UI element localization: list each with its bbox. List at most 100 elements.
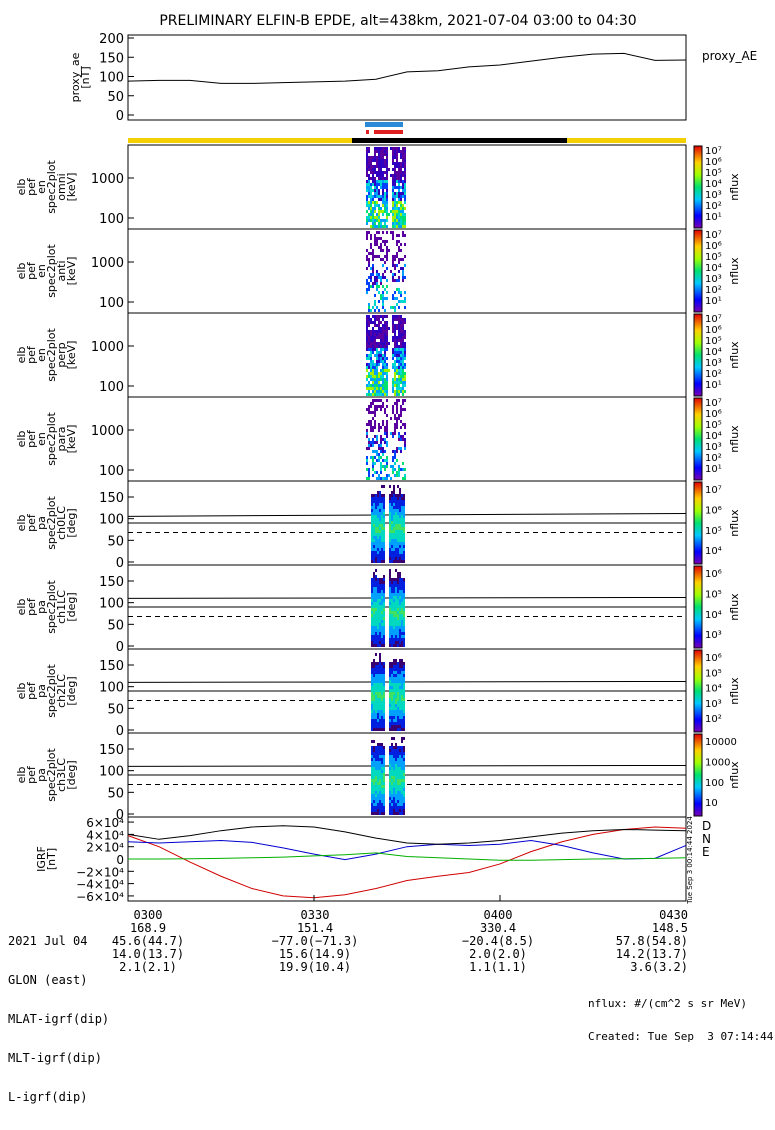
spectrogram-cell (402, 216, 404, 219)
spectrogram-cell (368, 441, 370, 444)
spectrogram-cell (372, 198, 374, 201)
spectrogram-cell (394, 372, 396, 375)
pa-cell (395, 599, 397, 602)
igrf-ytick-label: 6×10⁴ (86, 816, 124, 830)
pa-cell (399, 557, 401, 560)
spectrogram-cell (396, 147, 398, 150)
spectrogram-cell (394, 153, 396, 156)
pa-cell (379, 695, 381, 698)
spectrogram-cell (368, 216, 370, 219)
pa-cell (373, 617, 375, 620)
pa-cell (373, 575, 375, 578)
pa-cell (377, 764, 379, 767)
pa-cell (381, 587, 383, 590)
pa-cell (377, 623, 379, 626)
pa-ytick-label: 0 (116, 556, 124, 571)
pa-cell (401, 674, 403, 677)
spectrogram-cell (386, 462, 388, 465)
pa-cell (399, 719, 401, 722)
spectrogram-cell (394, 453, 396, 456)
spectrogram-cell (374, 309, 376, 312)
pa-cell (389, 503, 391, 506)
pa-cell (393, 554, 395, 557)
spectrogram-cell (402, 345, 404, 348)
pa-cell (401, 548, 403, 551)
pa-cell (389, 767, 391, 770)
colorbar (693, 397, 703, 481)
pa-cell (395, 632, 397, 635)
spectrogram-cell (382, 450, 384, 453)
spectrogram-cell (386, 231, 388, 234)
pa-cell (377, 629, 379, 632)
spectrogram-cell (384, 468, 386, 471)
spectrogram-cell (400, 450, 402, 453)
spectrogram-cell (390, 174, 392, 177)
pa-cell (399, 620, 401, 623)
spectrogram-cell (374, 147, 376, 150)
pa-cell (381, 707, 383, 710)
spec-ylabel-line: [keV] (65, 341, 78, 370)
spectrogram-cell (368, 474, 370, 477)
spectrogram-cell (378, 192, 380, 195)
pa-cell (375, 809, 377, 812)
pa-cell (391, 593, 393, 596)
spectrogram-cell (374, 225, 376, 228)
pa-cell (393, 770, 395, 773)
pa-cell (373, 632, 375, 635)
spectrogram-cell (372, 174, 374, 177)
pa-cell (389, 629, 391, 632)
spectrogram-cell (366, 156, 368, 159)
spectrogram-cell (370, 402, 372, 405)
pa-cell (379, 626, 381, 629)
spectrogram-cell (378, 318, 380, 321)
spectrogram-cell (378, 423, 380, 426)
spectrogram-cell (366, 387, 368, 390)
pa-cell (383, 746, 385, 749)
pa-cell (397, 767, 399, 770)
igrf-legend-D: D (702, 819, 711, 833)
spectrogram-pixels (366, 399, 406, 480)
pa-cell (395, 704, 397, 707)
blue-marker (365, 122, 403, 127)
spectrogram-cell (384, 432, 386, 435)
pa-cell (391, 695, 393, 698)
spectrogram-cell (394, 201, 396, 204)
pa-cell (381, 557, 383, 560)
spectrogram-cell (366, 423, 368, 426)
spectrogram-cell (382, 354, 384, 357)
spectrogram-cell (396, 411, 398, 414)
spectrogram-cell (398, 261, 400, 264)
pa-cell (401, 560, 403, 563)
pa-cell (383, 515, 385, 518)
pa-cell (389, 557, 391, 560)
pa-cell (403, 662, 405, 665)
spectrogram-cell (368, 180, 370, 183)
pa-ylabel-line: spec2plot (45, 496, 58, 550)
pa-cell (395, 506, 397, 509)
spectrogram-cell (386, 477, 388, 480)
spectrogram-cell (392, 216, 394, 219)
pa-cell (393, 515, 395, 518)
pa-cell (389, 593, 391, 596)
pa-cell (383, 785, 385, 788)
pa-cell (395, 803, 397, 806)
spectrogram-cell (374, 168, 376, 171)
pa-cell (371, 587, 373, 590)
pa-cell (379, 749, 381, 752)
spectrogram-cell (386, 420, 388, 423)
pa-cell (403, 623, 405, 626)
pa-cell (393, 512, 395, 515)
pa-cell (399, 506, 401, 509)
spectrogram-cell (384, 321, 386, 324)
pa-ytick-label: 100 (99, 681, 124, 696)
pa-cell (395, 602, 397, 605)
pa-cell (391, 512, 393, 515)
pa-cell (371, 503, 373, 506)
spectrogram-cell (368, 333, 370, 336)
pa-cell (401, 578, 403, 581)
pa-cell (397, 593, 399, 596)
pa-cell (379, 716, 381, 719)
pa-cell (395, 761, 397, 764)
spectrogram-cell (386, 174, 388, 177)
pa-cell (401, 692, 403, 695)
